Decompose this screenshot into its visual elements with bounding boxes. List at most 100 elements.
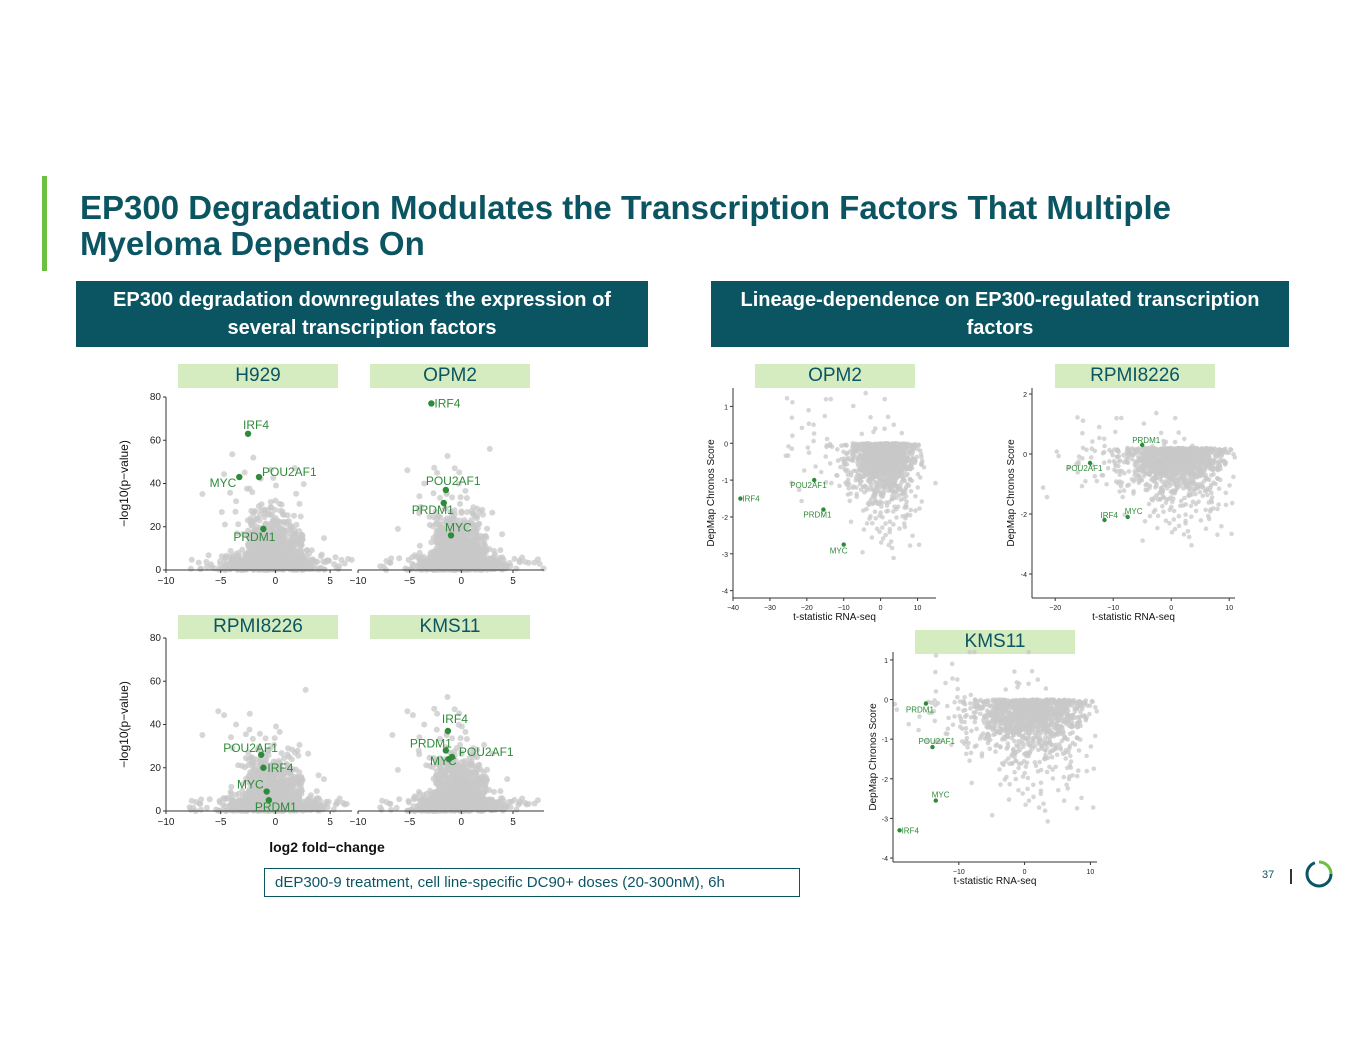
- background-point: [434, 710, 441, 717]
- background-point: [491, 788, 497, 795]
- background-point: [302, 686, 309, 693]
- background-point: [470, 543, 477, 550]
- background-point: [221, 521, 228, 528]
- x-tick-label: 0: [273, 576, 279, 587]
- background-point: [511, 555, 518, 562]
- x-tick-label: −5: [404, 817, 416, 828]
- background-point: [241, 469, 248, 476]
- background-point: [404, 467, 411, 474]
- background-point: [198, 806, 204, 813]
- gene-label-irf4: IRF4: [267, 761, 293, 775]
- background-point: [233, 498, 240, 505]
- background-point: [503, 563, 510, 570]
- gene-label-pou2af1: POU2AF1: [223, 741, 278, 755]
- section-header-left: EP300 degradation downregulates the expr…: [76, 281, 648, 347]
- y-tick-label: 20: [150, 763, 162, 774]
- background-point: [259, 793, 266, 800]
- background-point: [228, 797, 234, 804]
- background-point: [806, 421, 812, 427]
- background-point: [292, 749, 298, 756]
- background-point: [811, 438, 816, 444]
- background-point: [848, 519, 854, 525]
- background-point: [341, 560, 348, 567]
- background-point: [281, 782, 288, 789]
- background-point: [275, 524, 282, 531]
- background-point: [298, 773, 305, 780]
- background-point: [295, 790, 302, 797]
- x-tick-label: −10: [350, 817, 367, 828]
- background-point: [393, 804, 400, 811]
- background-point: [220, 795, 227, 802]
- background-point: [784, 396, 790, 401]
- background-point: [321, 535, 327, 542]
- panel-label-opm2-depmap: OPM2: [755, 364, 915, 388]
- background-point: [233, 721, 240, 728]
- background-point: [499, 531, 506, 538]
- background-point: [199, 491, 206, 497]
- background-point: [383, 799, 390, 805]
- background-point: [262, 549, 269, 555]
- background-point: [300, 800, 307, 807]
- background-point: [811, 431, 817, 436]
- x-tick-label: −10: [350, 576, 367, 587]
- background-point: [276, 519, 283, 525]
- gene-label-pou2af1: POU2AF1: [262, 465, 317, 479]
- background-point: [459, 790, 466, 797]
- gene-label-irf4: IRF4: [434, 396, 460, 410]
- background-point: [449, 799, 456, 806]
- background-point: [277, 507, 284, 514]
- background-point: [323, 557, 330, 564]
- background-point: [199, 732, 206, 738]
- background-point: [267, 504, 274, 511]
- background-point: [267, 499, 274, 505]
- background-point: [823, 454, 828, 459]
- background-point: [442, 540, 448, 547]
- background-point: [474, 513, 481, 520]
- background-point: [413, 794, 420, 801]
- background-point: [454, 556, 461, 563]
- background-point: [421, 721, 428, 728]
- background-point: [482, 806, 488, 813]
- background-point: [206, 796, 213, 803]
- background-point: [251, 560, 258, 567]
- background-point: [289, 559, 296, 566]
- background-point: [525, 559, 532, 566]
- background-point: [248, 754, 255, 761]
- background-point: [468, 788, 475, 795]
- background-point: [388, 555, 395, 562]
- background-point: [883, 521, 888, 526]
- background-point: [478, 798, 485, 805]
- x-tick-label: 5: [327, 576, 333, 587]
- background-point: [293, 521, 300, 528]
- background-point: [431, 464, 438, 471]
- background-point: [273, 723, 279, 730]
- background-point: [187, 565, 194, 572]
- background-point: [835, 447, 840, 452]
- background-point: [806, 450, 812, 456]
- background-point: [292, 538, 299, 545]
- background-point: [276, 728, 283, 735]
- background-point: [404, 708, 411, 715]
- background-point: [460, 763, 467, 770]
- background-point: [463, 783, 470, 790]
- background-point: [296, 500, 303, 507]
- background-point: [318, 551, 325, 558]
- background-point: [437, 792, 444, 799]
- background-point: [462, 728, 469, 735]
- panel-label-opm2-volcano: OPM2: [370, 364, 530, 388]
- background-point: [245, 762, 252, 769]
- background-point: [457, 500, 463, 507]
- background-point: [237, 565, 244, 572]
- background-point: [868, 514, 873, 519]
- background-point: [429, 797, 436, 804]
- gene-label-pou2af1: POU2AF1: [459, 745, 514, 759]
- gene-label-prdm1: PRDM1: [412, 503, 454, 517]
- background-point: [242, 731, 249, 738]
- background-point: [483, 787, 489, 794]
- background-point: [441, 562, 448, 568]
- background-point: [474, 788, 481, 795]
- background-point: [455, 774, 462, 781]
- background-point: [308, 562, 315, 569]
- background-point: [220, 801, 227, 808]
- y-axis-label: −log10(p−value): [117, 681, 131, 768]
